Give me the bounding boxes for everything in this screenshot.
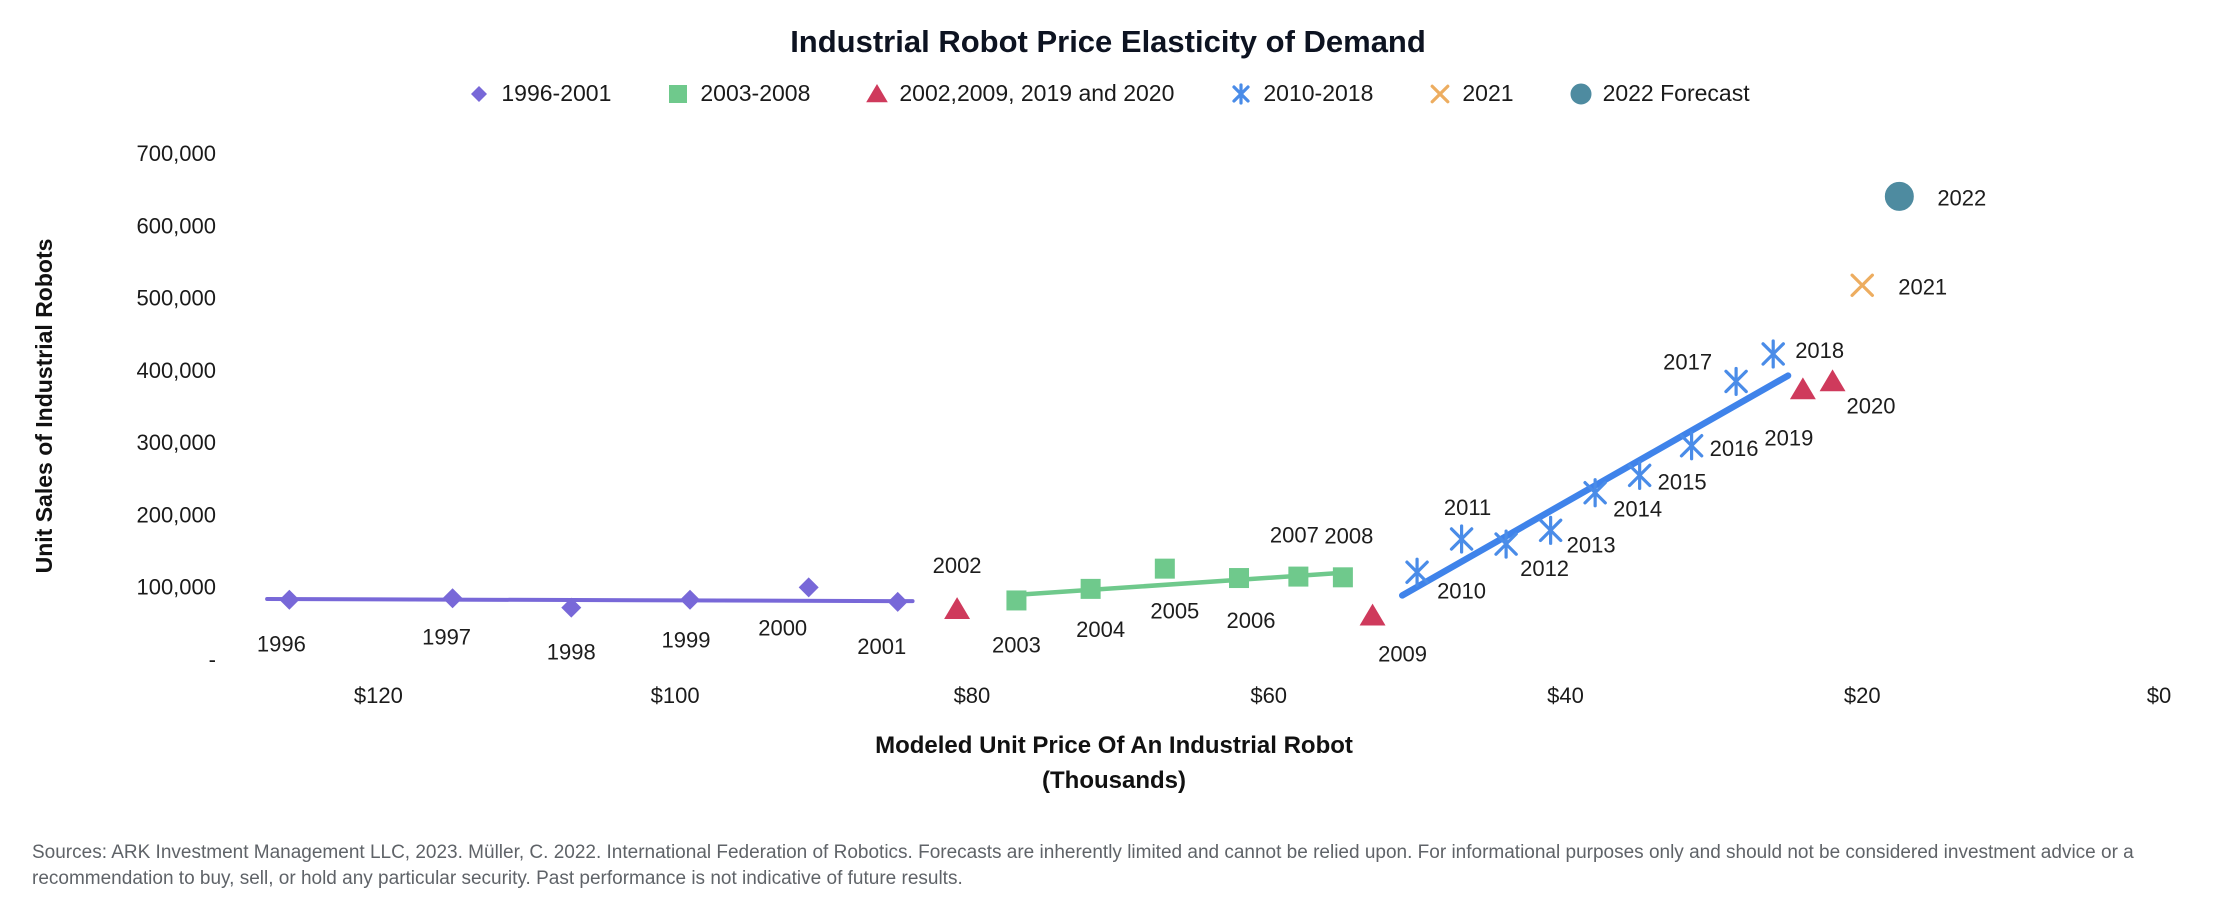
- legend-item-1996-2001: 1996-2001: [466, 80, 611, 107]
- point-label-1996: 1996: [257, 632, 306, 657]
- point-1999: [679, 589, 700, 610]
- point-label-2018: 2018: [1795, 338, 1844, 363]
- point-label-2011: 2011: [1444, 495, 1491, 520]
- legend-item-2021: 2021: [1427, 80, 1514, 107]
- point-2004: [1080, 578, 1101, 599]
- legend: 1996-2001 2003-2008 2002,2009, 2019 and 20…: [0, 80, 2216, 107]
- x-tick-label: $0: [2147, 683, 2171, 708]
- legend-label: 2022 Forecast: [1602, 80, 1750, 106]
- point-2019: [1789, 377, 1816, 400]
- point-2020: [1819, 369, 1846, 392]
- point-label-2004: 2004: [1076, 617, 1125, 642]
- point-label-2005: 2005: [1150, 599, 1199, 624]
- legend-item-2022-forecast: 2022 Forecast: [1568, 80, 1750, 107]
- legend-label: 2002,2009, 2019 and 2020: [899, 80, 1175, 106]
- legend-label: 2010-2018: [1263, 80, 1374, 106]
- point-1997: [442, 588, 463, 609]
- trendline-1996-2001: [265, 597, 915, 604]
- point-label-2019: 2019: [1764, 425, 1813, 450]
- point-2000: [798, 577, 819, 598]
- point-2001: [887, 591, 908, 612]
- point-label-2006: 2006: [1227, 608, 1276, 633]
- point-label-2008: 2008: [1324, 523, 1373, 548]
- y-tick-label: 200,000: [136, 502, 216, 527]
- point-2012: [1494, 529, 1518, 559]
- x-axis-title: Modeled Unit Price Of An Industrial Robo…: [875, 732, 1353, 759]
- chart-title: Industrial Robot Price Elasticity of Dem…: [790, 24, 1426, 59]
- point-label-2022: 2022: [1937, 185, 1986, 210]
- point-2018: [1761, 339, 1785, 369]
- y-axis-title: Unit Sales of Industrial Robots: [31, 239, 57, 574]
- point-1998: [561, 597, 582, 618]
- y-tick-label: 300,000: [136, 430, 216, 455]
- point-2021: [1850, 273, 1874, 298]
- legend-label: 2021: [1462, 80, 1514, 106]
- point-label-2012: 2012: [1520, 556, 1569, 581]
- point-2009: [1359, 603, 1386, 626]
- point-label-1997: 1997: [422, 624, 471, 649]
- point-2008: [1332, 567, 1353, 588]
- legend-item-2003-2008: 2003-2008: [665, 80, 810, 107]
- point-2002: [944, 597, 971, 619]
- circle-legend-marker-icon: [1570, 83, 1592, 104]
- x-tick-label: $20: [1844, 683, 1881, 708]
- legend-label: 2003-2008: [700, 80, 811, 106]
- point-2013: [1538, 515, 1563, 545]
- x-tick-label: $120: [354, 683, 403, 708]
- y-tick-label: 400,000: [136, 358, 216, 383]
- x-tick-label: $40: [1547, 683, 1584, 708]
- point-label-2013: 2013: [1567, 532, 1616, 557]
- y-tick-label: 100,000: [136, 575, 216, 600]
- source-disclaimer: Sources: ARK Investment Management LLC, …: [32, 842, 2134, 889]
- y-tick-label: 500,000: [136, 286, 216, 311]
- point-label-2020: 2020: [1847, 393, 1896, 418]
- point-2005: [1154, 558, 1175, 579]
- point-label-2009: 2009: [1378, 642, 1427, 667]
- triangle-legend-marker-icon: [866, 83, 889, 102]
- x-legend-marker-icon: [1430, 84, 1450, 103]
- square-legend-marker-icon: [669, 84, 688, 103]
- y-tick-label: -: [209, 647, 216, 672]
- point-2011: [1449, 524, 1474, 554]
- point-label-2001: 2001: [857, 634, 906, 659]
- point-label-2010: 2010: [1437, 578, 1486, 603]
- y-tick-label: 600,000: [136, 213, 216, 238]
- legend-label: 1996-2001: [501, 80, 612, 106]
- point-label-2002: 2002: [933, 553, 982, 578]
- point-2006: [1229, 568, 1250, 589]
- point-2007: [1288, 566, 1309, 587]
- point-1996: [279, 589, 300, 610]
- star6-legend-marker-icon: [1232, 82, 1251, 105]
- point-2016: [1679, 431, 1704, 461]
- point-label-1998: 1998: [547, 640, 596, 665]
- point-label-2016: 2016: [1710, 436, 1759, 461]
- point-label-2007: 2007: [1270, 523, 1319, 548]
- point-2010: [1405, 557, 1429, 587]
- legend-item-2002-2009-2019-and-2020: 2002,2009, 2019 and 2020: [864, 80, 1174, 107]
- y-tick-label: 700,000: [136, 141, 216, 166]
- point-label-2014: 2014: [1613, 497, 1662, 522]
- diamond-legend-marker-icon: [471, 85, 488, 102]
- point-label-2017: 2017: [1663, 349, 1712, 374]
- x-tick-label: $80: [954, 683, 991, 708]
- legend-item-2010-2018: 2010-2018: [1228, 80, 1373, 107]
- point-2015: [1627, 460, 1652, 490]
- point-label-2021: 2021: [1898, 274, 1947, 299]
- x-tick-label: $60: [1250, 683, 1287, 708]
- point-label-1999: 1999: [662, 628, 711, 653]
- point-2003: [1006, 590, 1027, 611]
- point-2014: [1583, 478, 1607, 508]
- point-2017: [1724, 366, 1748, 397]
- x-axis-title-sub: (Thousands): [1042, 767, 1186, 794]
- x-tick-label: $100: [651, 683, 700, 708]
- point-label-2003: 2003: [992, 632, 1041, 657]
- point-2022: [1884, 181, 1914, 211]
- point-label-2000: 2000: [758, 615, 807, 640]
- point-label-2015: 2015: [1658, 469, 1707, 494]
